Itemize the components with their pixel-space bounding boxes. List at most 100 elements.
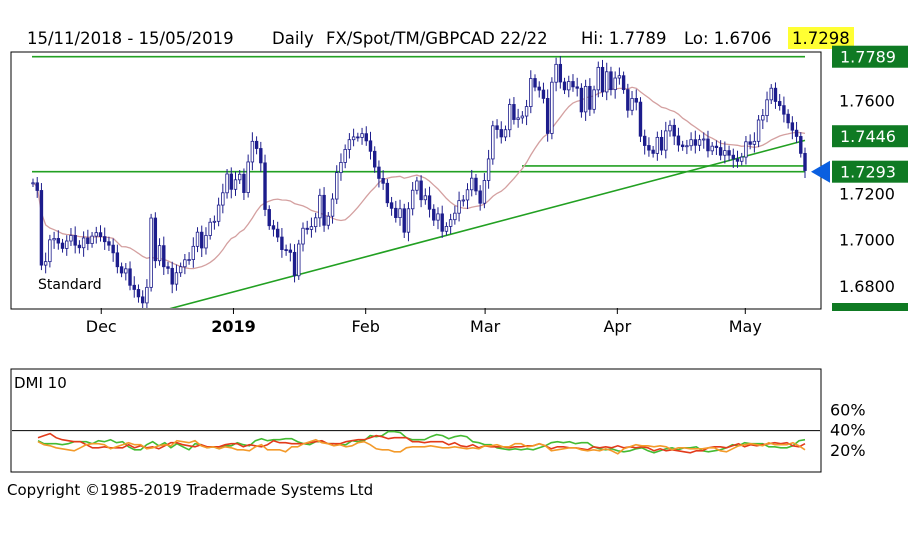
dmi-title: DMI 10 — [14, 374, 67, 392]
candle — [419, 175, 423, 208]
candle — [790, 116, 795, 140]
candle-body — [343, 149, 347, 163]
candle-body — [799, 136, 803, 154]
candle — [605, 62, 609, 101]
candle-body — [731, 154, 735, 160]
candle — [216, 197, 221, 227]
candle-body — [360, 133, 364, 138]
candle — [550, 77, 554, 140]
candle-body — [575, 86, 579, 89]
candle — [238, 170, 242, 184]
candle-body — [533, 78, 537, 88]
candle — [356, 132, 360, 142]
candle-body — [423, 195, 428, 201]
candle — [436, 207, 440, 230]
candle-body — [166, 266, 170, 269]
candle — [246, 154, 250, 198]
candle — [183, 253, 187, 275]
candle-body — [297, 243, 301, 277]
candle — [35, 177, 39, 198]
candle-body — [254, 140, 259, 149]
candle — [664, 121, 668, 159]
candle-body — [482, 180, 487, 204]
candle — [187, 252, 191, 265]
candle — [233, 171, 238, 196]
candle — [86, 229, 90, 251]
candle — [351, 128, 356, 147]
candle-body — [609, 71, 613, 91]
candle-body — [440, 213, 444, 232]
y-tick-label: 1.7200 — [839, 184, 895, 203]
candle — [659, 129, 664, 156]
candle — [364, 126, 368, 146]
candle-body — [680, 144, 685, 148]
candle-body — [124, 268, 128, 274]
candle-body — [119, 266, 124, 274]
candle-body — [676, 135, 681, 146]
candle — [529, 70, 533, 114]
candle — [322, 187, 326, 232]
y-tick-label: 1.7600 — [839, 92, 895, 111]
candle-body — [77, 244, 82, 249]
candle-body — [301, 227, 305, 245]
candle-body — [271, 225, 276, 230]
candle — [486, 149, 491, 189]
candle — [524, 99, 529, 126]
candle-body — [347, 139, 352, 150]
candle-body — [630, 98, 634, 111]
candle-body — [98, 232, 103, 237]
candle-body — [702, 138, 706, 141]
candle-body — [263, 162, 267, 210]
candle — [69, 228, 73, 246]
candle-body — [537, 86, 541, 91]
candle — [301, 222, 305, 252]
candle — [140, 290, 145, 308]
candle-body — [562, 81, 567, 91]
candle — [756, 115, 761, 148]
candle — [343, 144, 347, 169]
candle-body — [621, 75, 626, 91]
candle — [178, 262, 183, 277]
copyright-text: Copyright ©1985-2019 Tradermade Systems … — [7, 481, 373, 499]
candle-body — [128, 268, 132, 286]
candle-body — [157, 245, 162, 262]
candle — [149, 213, 153, 292]
candle — [128, 261, 132, 291]
candle — [94, 226, 98, 244]
candle-body — [229, 173, 233, 190]
candle — [60, 238, 65, 253]
candle — [533, 74, 537, 92]
candle-body — [204, 235, 208, 249]
standard-annotation: Standard — [38, 277, 102, 293]
candle — [195, 227, 200, 253]
candle-body — [351, 136, 356, 141]
rising-trendline — [169, 139, 806, 308]
candle-body — [748, 141, 752, 145]
candle-body — [191, 245, 196, 260]
candle — [347, 133, 352, 159]
candle — [263, 154, 267, 217]
candle — [174, 264, 179, 291]
candle — [554, 57, 558, 92]
candle — [415, 176, 419, 195]
candle-body — [322, 194, 326, 226]
candle — [271, 219, 276, 237]
candle — [731, 148, 735, 168]
candle — [583, 79, 588, 121]
header-last-price: 1.7298 — [792, 29, 850, 48]
candle — [157, 238, 162, 266]
candle-body — [406, 208, 411, 233]
candle — [592, 85, 596, 114]
candle — [740, 152, 744, 166]
candle-body — [503, 129, 508, 138]
candle — [693, 130, 698, 154]
candle — [65, 235, 69, 256]
candle — [111, 238, 115, 262]
candle-body — [162, 245, 166, 268]
candle-body — [39, 190, 44, 266]
dmi-tick-label: 40% — [830, 421, 866, 440]
candle — [702, 132, 706, 149]
candle — [626, 83, 630, 118]
candle-body — [672, 124, 676, 137]
candle-body — [444, 225, 449, 232]
